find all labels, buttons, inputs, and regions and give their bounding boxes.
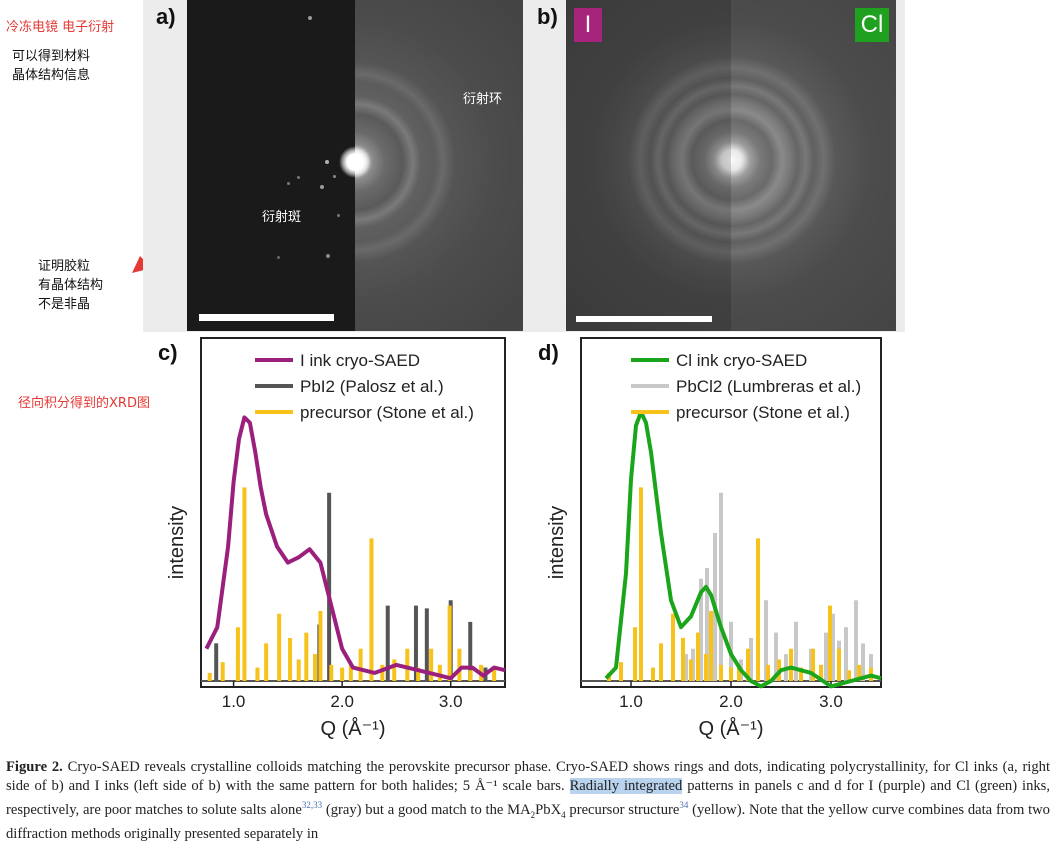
saed-b-left-half (566, 0, 731, 331)
diffraction-spot (326, 254, 330, 258)
chart-c: 1.0 2.0 3.0 Q (Å⁻¹) intensity I ink cryo-SAED… (166, 337, 506, 740)
diffraction-rings-label: 衍射环 (463, 92, 503, 107)
y-axis-label: intensity (166, 506, 188, 579)
proof-line-3: 不是非晶 (38, 297, 91, 312)
caption-sub-1: 2 (530, 809, 536, 820)
series-sticks (607, 487, 873, 681)
x-tick-label: 2.0 (330, 692, 354, 711)
figure-caption: Figure 2. Cryo-SAED reveals crystalline … (6, 758, 1050, 844)
caption-text-2: patterns in panels c and d for I (purple… (6, 778, 1050, 818)
saed-a-right-half (355, 0, 523, 331)
proof-line-1: 证明胶粒 (38, 259, 91, 274)
caption-text-4: (yellow). Note that the yellow curve com… (6, 801, 1050, 842)
badge-i: I (574, 8, 602, 42)
diffraction-spot (320, 185, 324, 189)
proof-line-2: 有晶体结构 (38, 278, 104, 293)
x-tick-label: 2.0 (719, 692, 743, 711)
diffraction-spots-label: 衍射斑 (262, 210, 302, 225)
saed-b-rings (566, 0, 896, 331)
scale-bar-a (199, 314, 334, 321)
legend-label: Cl ink cryo-SAED (676, 351, 807, 370)
x-tick-label: 1.0 (222, 692, 246, 711)
legend-label: I ink cryo-SAED (300, 351, 420, 370)
diffraction-spot (337, 214, 340, 217)
caption-text-3c: precursor structure (565, 801, 680, 818)
x-tick-label: 3.0 (819, 692, 843, 711)
diffraction-spot (333, 175, 336, 178)
series-curve (204, 415, 506, 681)
caption-text-3: (gray) but a good match to the MA (322, 801, 531, 818)
saed-image-b: I Cl (566, 0, 896, 331)
saed-a-center-beam (339, 146, 371, 178)
caption-sub-2: 4 (561, 809, 566, 820)
crystal-info-line-2: 晶体结构信息 (12, 68, 91, 83)
plot-frame (200, 337, 506, 688)
x-tick-label: 3.0 (439, 692, 463, 711)
legend-label: precursor (Stone et al.) (676, 403, 850, 422)
legend-label: precursor (Stone et al.) (300, 403, 474, 422)
series-curve (604, 410, 882, 689)
diffraction-spot (277, 256, 280, 259)
diffraction-spot (287, 182, 290, 185)
caption-citation-1: 32,33 (301, 800, 323, 810)
series-sticks (207, 487, 497, 681)
crystal-info-line-1: 可以得到材料 (12, 49, 91, 64)
crystal-info-note: 可以得到材料 晶体结构信息 (12, 47, 90, 85)
saed-image-a: 衍射斑 衍射环 (187, 0, 523, 331)
x-tick-label: 1.0 (619, 692, 643, 711)
cryo-saed-note: 冷冻电镜 电子衍射 (6, 20, 115, 35)
caption-text-1: Cryo-SAED reveals crystalline colloids m… (6, 759, 1051, 794)
caption-citation-2: 34 (679, 800, 689, 810)
badge-cl: Cl (855, 8, 889, 42)
caption-text-3b: PbX (535, 801, 562, 818)
scale-bar-b (576, 316, 712, 322)
xrd-note: 径向积分得到的XRD图 (18, 396, 150, 411)
panel-d-label: d) (538, 340, 559, 365)
panel-a-label: a) (156, 4, 176, 29)
caption-label: Figure 2. (6, 759, 63, 775)
diffraction-spot (308, 16, 312, 20)
diffraction-spot (297, 176, 300, 179)
chart-d: 1.0 2.0 3.0 Q (Å⁻¹) intensity Cl ink cryo-SAE… (546, 337, 882, 740)
x-axis-label: Q (Å⁻¹) (699, 717, 764, 740)
saed-a-left-half (187, 0, 355, 331)
panel-b-label: b) (537, 4, 558, 29)
caption-highlight: Radially integrated (569, 778, 683, 794)
diffraction-spot (325, 160, 329, 164)
legend-label: PbI2 (Palosz et al.) (300, 377, 444, 396)
proof-note: 证明胶粒 有晶体结构 不是非晶 (38, 257, 103, 314)
x-axis-label: Q (Å⁻¹) (321, 717, 386, 740)
panel-c-label: c) (158, 340, 178, 365)
y-axis-label: intensity (546, 506, 568, 579)
legend-label: PbCl2 (Lumbreras et al.) (676, 377, 861, 396)
